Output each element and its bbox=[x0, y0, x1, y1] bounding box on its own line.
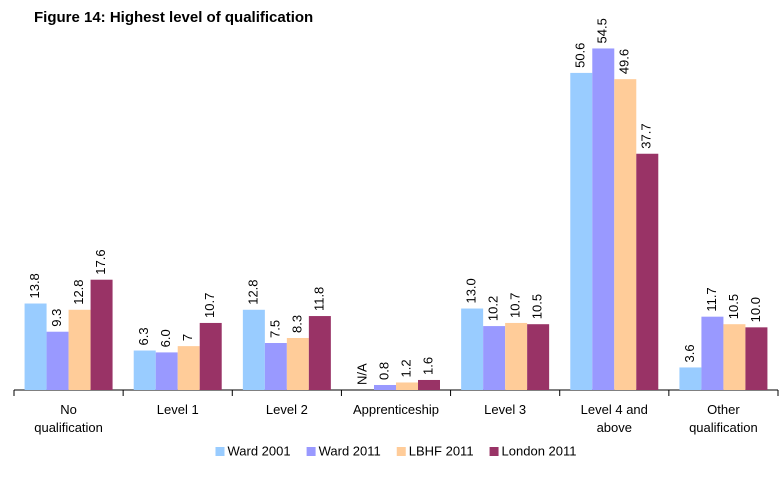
value-label: 11.8 bbox=[311, 287, 326, 311]
value-label: 7.5 bbox=[267, 320, 282, 338]
x-tick-label: No qualification bbox=[34, 402, 103, 435]
value-label: 10.5 bbox=[726, 294, 741, 319]
value-label: 0.8 bbox=[376, 362, 391, 380]
value-label: 1.6 bbox=[420, 357, 435, 375]
value-label: 12.8 bbox=[71, 279, 86, 304]
legend-swatch bbox=[489, 447, 499, 456]
value-label: 12.8 bbox=[245, 279, 260, 304]
legend-swatch bbox=[215, 447, 225, 456]
bar bbox=[155, 352, 178, 390]
bar bbox=[242, 309, 265, 390]
x-tick-label: Level 4 and above bbox=[580, 402, 648, 435]
x-tick-label: Level 1 bbox=[156, 402, 199, 417]
bar bbox=[199, 322, 222, 390]
value-label: 10.7 bbox=[508, 293, 523, 318]
value-label: 13.8 bbox=[27, 273, 42, 298]
legend-label: London 2011 bbox=[502, 443, 577, 458]
x-tick-label: Other qualification bbox=[689, 402, 758, 435]
bar bbox=[418, 379, 440, 390]
bar bbox=[723, 324, 746, 390]
bar bbox=[461, 308, 484, 390]
value-label: 3.6 bbox=[682, 344, 697, 362]
value-label: 6.0 bbox=[158, 329, 173, 347]
x-tick-label: Level 3 bbox=[484, 402, 527, 417]
value-label: 37.7 bbox=[639, 123, 654, 148]
bar bbox=[90, 279, 113, 390]
value-label: 13.0 bbox=[464, 278, 479, 303]
legend-label: LBHF 2011 bbox=[409, 443, 474, 458]
bar bbox=[614, 79, 637, 390]
value-label: 49.6 bbox=[617, 49, 632, 74]
chart-title: Figure 14: Highest level of qualificatio… bbox=[34, 9, 313, 26]
bar bbox=[374, 384, 396, 390]
value-label: 6.3 bbox=[136, 327, 151, 345]
value-label: 9.3 bbox=[49, 309, 64, 327]
x-tick-label: Level 2 bbox=[265, 402, 308, 417]
value-label: 54.5 bbox=[595, 18, 610, 43]
bar bbox=[701, 316, 724, 390]
bar bbox=[396, 382, 418, 390]
bar bbox=[264, 343, 287, 390]
bar bbox=[483, 326, 506, 390]
value-label: 1.2 bbox=[398, 359, 413, 377]
x-tick-label: Apprenticeship bbox=[352, 402, 439, 417]
bar bbox=[24, 303, 47, 390]
bar bbox=[68, 309, 91, 390]
bar bbox=[570, 72, 593, 390]
value-label: 11.7 bbox=[704, 287, 719, 311]
value-label: 10.2 bbox=[486, 296, 501, 321]
bar bbox=[527, 324, 550, 390]
value-label: 10.0 bbox=[748, 297, 763, 322]
value-label: N/A bbox=[354, 363, 369, 385]
bar bbox=[636, 153, 659, 390]
value-label: 10.7 bbox=[202, 293, 217, 318]
bar bbox=[133, 350, 156, 390]
value-label: 8.3 bbox=[289, 315, 304, 333]
bar bbox=[505, 322, 528, 390]
bar bbox=[679, 367, 702, 390]
legend-swatch bbox=[306, 447, 316, 456]
bar bbox=[745, 327, 768, 390]
bar bbox=[177, 346, 200, 390]
bar bbox=[46, 331, 69, 390]
value-label: 10.5 bbox=[530, 294, 545, 319]
legend-label: Ward 2011 bbox=[319, 443, 381, 458]
legend-label: Ward 2001 bbox=[227, 443, 290, 458]
value-label: 50.6 bbox=[573, 43, 588, 68]
bar bbox=[592, 48, 615, 390]
bar bbox=[286, 337, 309, 390]
value-label: 7 bbox=[180, 334, 195, 341]
legend-swatch bbox=[396, 447, 406, 456]
value-label: 17.6 bbox=[93, 249, 108, 274]
bar bbox=[308, 316, 331, 390]
